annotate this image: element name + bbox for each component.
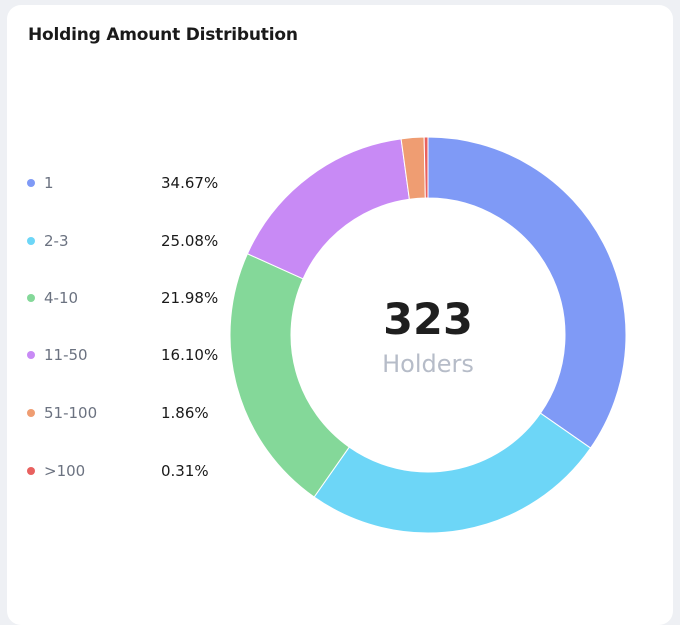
legend-percentage: 25.08% (161, 232, 219, 250)
donut-slices (229, 136, 627, 534)
legend-percentage: 16.10% (161, 346, 219, 364)
legend-dot-icon (27, 351, 35, 359)
legend-item-2-3[interactable]: 2-3 25.08% (27, 229, 237, 253)
legend-dot-icon (27, 467, 35, 475)
donut-slice-11-50[interactable] (246, 138, 410, 280)
legend-item-11-50[interactable]: 11-50 16.10% (27, 343, 237, 367)
legend-item-4-10[interactable]: 4-10 21.98% (27, 286, 237, 310)
donut-slice-4-10[interactable] (229, 253, 350, 498)
legend-dot-icon (27, 294, 35, 302)
legend-percentage: 34.67% (161, 174, 219, 192)
legend-item-51-100[interactable]: 51-100 1.86% (27, 401, 237, 425)
total-holders-value: 323 (383, 295, 473, 345)
legend-percentage: 1.86% (161, 404, 209, 422)
legend-label: 2-3 (44, 232, 69, 250)
card-title: Holding Amount Distribution (28, 25, 298, 45)
legend-item-over-100[interactable]: >100 0.31% (27, 459, 237, 483)
legend-item-1[interactable]: 1 34.67% (27, 171, 237, 195)
legend-dot-icon (27, 409, 35, 417)
donut-slice-2-3[interactable] (313, 412, 592, 534)
legend-label: >100 (44, 462, 86, 480)
legend-percentage: 21.98% (161, 289, 219, 307)
legend-dot-icon (27, 237, 35, 245)
donut-chart: 323 Holders (229, 136, 627, 534)
legend-label: 4-10 (44, 289, 79, 307)
holding-distribution-card: Holding Amount Distribution 1 34.67% 2-3… (7, 5, 673, 625)
donut-slice-100[interactable] (423, 136, 429, 199)
legend-label: 1 (44, 174, 54, 192)
legend-percentage: 0.31% (161, 462, 209, 480)
legend-label: 51-100 (44, 404, 98, 422)
donut-slice-1[interactable] (427, 136, 627, 449)
total-holders-label: Holders (382, 350, 474, 378)
chart-legend: 1 34.67% 2-3 25.08% 4-10 21.98% 11-50 16… (7, 5, 237, 605)
legend-dot-icon (27, 179, 35, 187)
legend-label: 11-50 (44, 346, 88, 364)
